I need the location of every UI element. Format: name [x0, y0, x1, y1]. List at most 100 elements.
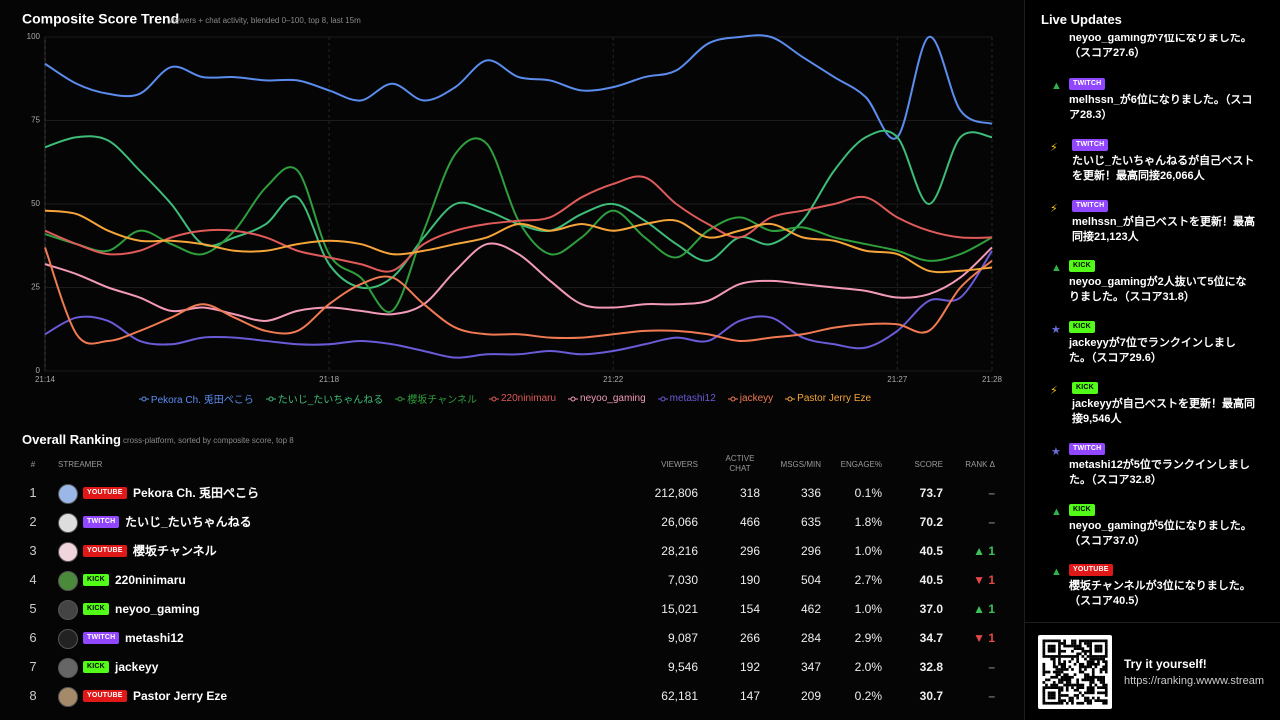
qr-module	[1073, 683, 1077, 687]
qr-module	[1063, 699, 1066, 702]
qr-module	[1058, 678, 1061, 682]
qr-module	[1089, 652, 1092, 656]
qr-module	[1089, 657, 1092, 661]
active-chat: 154	[739, 602, 760, 616]
qr-module	[1102, 691, 1105, 695]
qr-module	[1071, 649, 1074, 653]
qr-module	[1071, 686, 1074, 689]
qr-module	[1076, 696, 1079, 700]
qr-module	[1104, 668, 1108, 671]
x-tick-label: 21:22	[603, 375, 624, 384]
qr-module	[1071, 644, 1074, 648]
qr-module	[1042, 655, 1046, 658]
qr-module	[1065, 701, 1069, 705]
x-tick-label: 21:14	[35, 375, 56, 384]
qr-module	[1055, 686, 1059, 689]
qr-module	[1058, 639, 1061, 643]
qr-module	[1052, 696, 1056, 700]
score: 32.8	[919, 660, 943, 674]
qr-module	[1104, 660, 1108, 663]
legend-marker	[265, 396, 276, 401]
qr-module	[1089, 642, 1092, 645]
qr-module	[1071, 683, 1074, 687]
cta: Try it yourself!	[1124, 657, 1207, 671]
delta: ▲ 1	[973, 544, 995, 558]
url[interactable]: https://ranking.wwww.stream	[1124, 675, 1264, 687]
qr-module	[1102, 657, 1105, 661]
qr-module	[1065, 675, 1069, 679]
qr-module	[1063, 655, 1066, 658]
viewers: 212,806	[654, 486, 698, 500]
qr-module	[1099, 657, 1103, 661]
series-line	[44, 250, 993, 359]
qr-module	[1089, 681, 1092, 684]
qr-module	[1104, 686, 1108, 689]
qr-module	[1078, 668, 1082, 671]
qr-module	[1099, 675, 1103, 679]
qr-module	[1058, 642, 1061, 645]
qr-module	[1091, 655, 1095, 658]
qr-module	[1094, 657, 1098, 661]
legend-marker-dot	[268, 396, 274, 401]
qr-module	[1063, 665, 1066, 669]
qr-module	[1058, 657, 1061, 661]
y-tick-label: 50	[31, 199, 40, 208]
qr-module	[1058, 662, 1061, 666]
update-icon: ▲	[1051, 80, 1062, 92]
qr-module	[1042, 665, 1046, 669]
qr-module	[1068, 665, 1072, 669]
qr-module	[1081, 670, 1085, 674]
msgs: 296	[800, 544, 821, 558]
qr-module	[1055, 665, 1059, 669]
qr-module	[1045, 678, 1048, 682]
qr-module	[1091, 681, 1095, 684]
msgs: 209	[800, 689, 821, 703]
qr-module	[1045, 701, 1048, 705]
rank: 5	[29, 601, 37, 616]
qr-module	[1089, 691, 1092, 695]
delta: ▲ 1	[973, 602, 995, 616]
qr-module	[1058, 699, 1061, 702]
qr-module	[1081, 647, 1085, 650]
qr-module	[1071, 657, 1074, 661]
platform-badge: TWITCH	[83, 516, 120, 528]
legend-label: metashi12	[669, 393, 716, 404]
platform-badge: TWITCH	[1072, 199, 1109, 212]
qr-module	[1047, 649, 1051, 653]
qr-module	[1089, 675, 1092, 679]
platform-badge: KICK	[83, 661, 109, 673]
qr-module	[1060, 642, 1064, 645]
qr-module	[1091, 686, 1095, 689]
legend-label: Pastor Jerry Eze	[797, 393, 872, 404]
delta: –	[988, 660, 995, 674]
streamer-name: jackeyy	[115, 660, 159, 674]
qr-module	[1071, 639, 1074, 643]
qr-module	[1076, 644, 1079, 648]
msgs: 462	[800, 602, 821, 616]
avatar	[58, 513, 78, 533]
qr-module	[1042, 652, 1046, 656]
legend-label: 櫻坂チャンネル	[407, 395, 477, 406]
qr-module	[1052, 670, 1056, 674]
qr-module	[1089, 701, 1092, 705]
rank: 7	[29, 659, 37, 674]
qr-module	[1086, 644, 1090, 648]
qr-module	[1084, 642, 1087, 645]
qr-module	[1086, 686, 1090, 689]
qr-module	[1063, 644, 1066, 648]
qr-module	[1071, 696, 1074, 700]
avatar	[58, 484, 78, 504]
qr-module	[1052, 660, 1056, 663]
legend-marker-dot	[141, 396, 147, 401]
update-icon: ⚡	[1050, 385, 1058, 397]
qr-module	[1104, 649, 1108, 653]
qr-module	[1081, 694, 1085, 697]
qr-module	[1099, 678, 1103, 682]
qr-module	[1050, 657, 1053, 661]
streamer-name: たいじ_たいちゃんねる	[125, 515, 252, 529]
qr-module	[1086, 701, 1090, 705]
series-line	[44, 209, 993, 274]
qr-module	[1086, 655, 1090, 658]
qr-module	[1104, 662, 1108, 666]
